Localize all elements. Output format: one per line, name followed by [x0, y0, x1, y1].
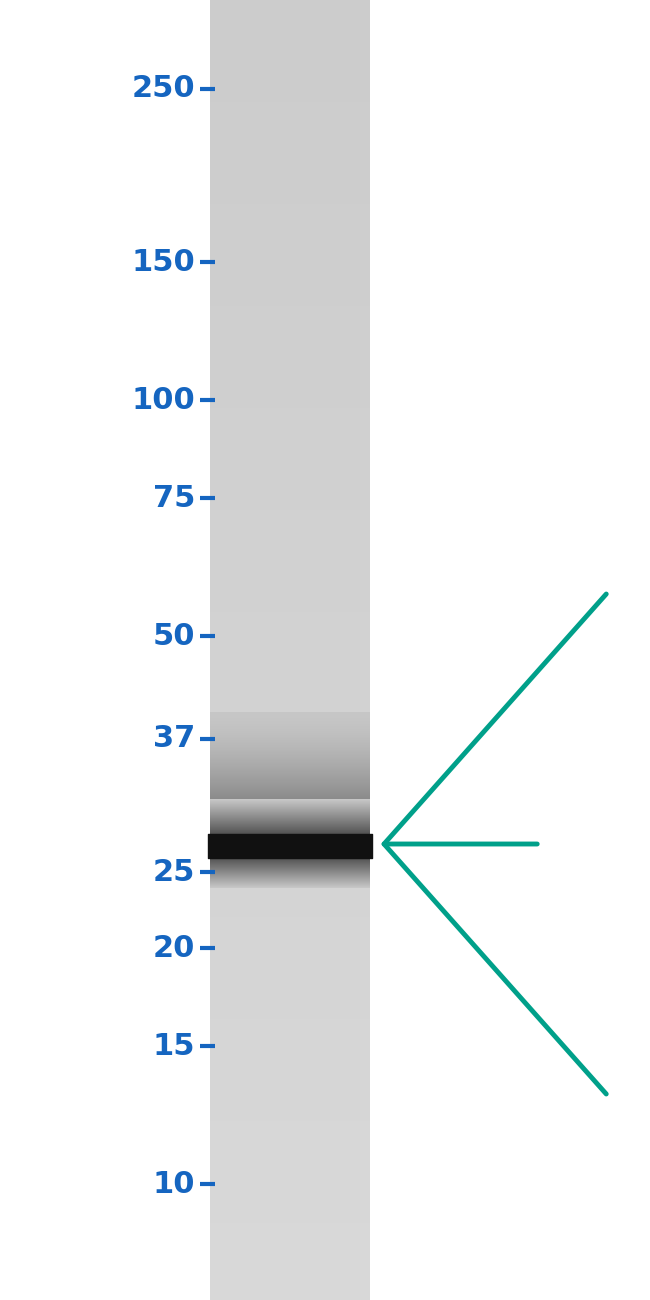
Text: 250: 250 [131, 74, 195, 103]
Text: 150: 150 [131, 248, 195, 277]
Text: 100: 100 [131, 386, 195, 415]
Text: 50: 50 [153, 621, 195, 651]
Text: 75: 75 [153, 484, 195, 512]
Text: 37: 37 [153, 724, 195, 753]
Text: 15: 15 [153, 1032, 195, 1061]
Text: 20: 20 [153, 933, 195, 962]
Text: 25: 25 [153, 858, 195, 887]
Text: 10: 10 [153, 1170, 195, 1199]
